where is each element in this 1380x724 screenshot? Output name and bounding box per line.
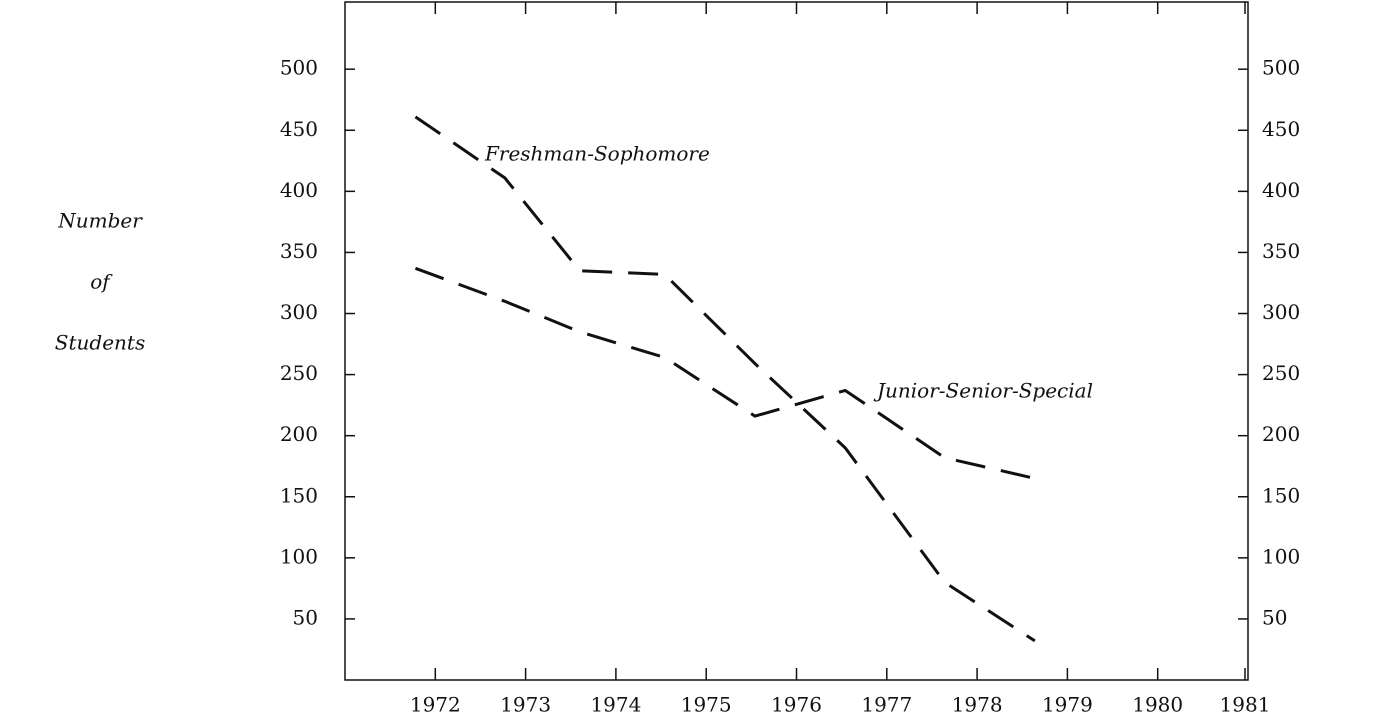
y-tick-label: 400 [280, 178, 318, 202]
y-tick-label: 150 [280, 483, 318, 507]
y2-tick-label: 400 [1262, 178, 1300, 202]
y-tick-label: 100 [280, 544, 318, 568]
x-tick-label: 1981 [1220, 693, 1271, 717]
y2-tick-label: 350 [1262, 239, 1300, 263]
x-tick-label: 1979 [1042, 693, 1093, 717]
series-line [414, 115, 1036, 643]
y-tick-label: 200 [280, 422, 318, 446]
y2-tick-label: 300 [1262, 300, 1300, 324]
y-tick-label: 50 [293, 605, 318, 629]
y-axis-label: Students [55, 331, 145, 355]
x-tick-label: 1972 [410, 693, 461, 717]
y-tick-label: 250 [280, 361, 318, 385]
x-tick-label: 1980 [1132, 693, 1183, 717]
y2-tick-label: 250 [1262, 361, 1300, 385]
y2-tick-label: 150 [1262, 483, 1300, 507]
y2-tick-label: 50 [1262, 605, 1287, 629]
series-label: Freshman-Sophomore [484, 142, 710, 166]
y-tick-label: 450 [280, 117, 318, 141]
y-axis-label: of [90, 270, 113, 294]
y2-tick-label: 450 [1262, 117, 1300, 141]
x-tick-label: 1977 [861, 693, 912, 717]
series-line [414, 266, 1036, 480]
x-tick-label: 1973 [500, 693, 551, 717]
x-tick-label: 1975 [681, 693, 732, 717]
y-axis-label: Number [57, 209, 143, 233]
x-tick-label: 1974 [590, 693, 641, 717]
y-tick-label: 350 [280, 239, 318, 263]
plot-frame [344, 1, 1249, 681]
y-tick-label: 500 [280, 56, 318, 80]
x-tick-label: 1976 [771, 693, 822, 717]
y2-tick-label: 100 [1262, 544, 1300, 568]
y2-tick-label: 200 [1262, 422, 1300, 446]
y-tick-label: 300 [280, 300, 318, 324]
x-tick-label: 1978 [952, 693, 1003, 717]
y2-tick-label: 500 [1262, 56, 1300, 80]
series-label: Junior-Senior-Special [873, 379, 1093, 403]
